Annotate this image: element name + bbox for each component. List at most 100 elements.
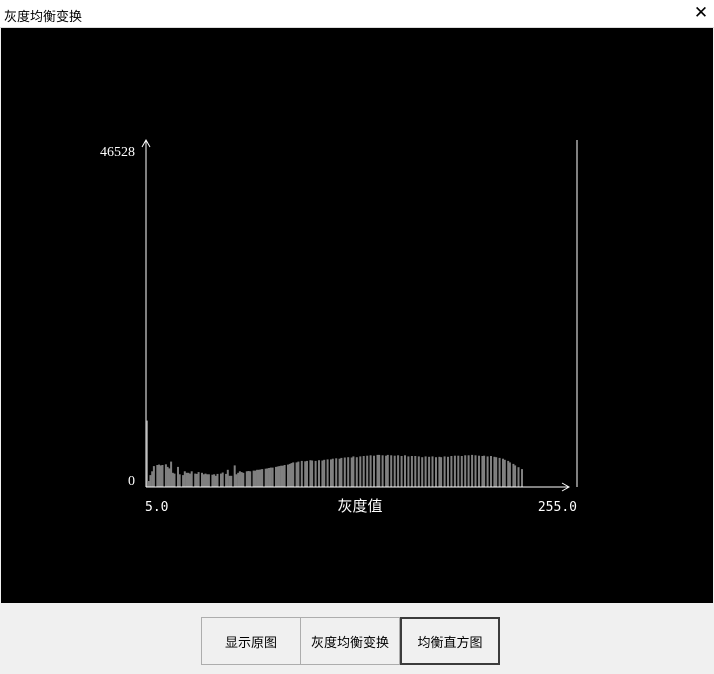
histogram-bar bbox=[190, 471, 193, 487]
histogram-bar bbox=[161, 465, 164, 487]
histogram-bar bbox=[173, 473, 176, 487]
histogram-bar bbox=[306, 460, 308, 487]
close-icon[interactable]: ✕ bbox=[693, 3, 709, 23]
histogram-bar bbox=[347, 457, 350, 487]
histogram-bar bbox=[414, 456, 417, 487]
histogram-bar bbox=[276, 466, 279, 487]
histogram-bar bbox=[512, 463, 515, 487]
histogram-bar bbox=[281, 465, 284, 487]
histogram-bar bbox=[507, 460, 510, 487]
histogram-bar bbox=[288, 463, 291, 487]
histogram-bar bbox=[259, 469, 262, 487]
equalize-button[interactable]: 灰度均衡变换 bbox=[300, 617, 400, 665]
histogram-bar bbox=[168, 468, 171, 487]
histogram-bar bbox=[220, 473, 222, 487]
histogram-bar bbox=[326, 459, 329, 487]
histogram-bar bbox=[453, 455, 456, 487]
histogram-bar bbox=[177, 466, 179, 487]
button-bar: 显示原图 灰度均衡变换 均衡直方图 bbox=[0, 603, 714, 674]
window-title: 灰度均衡变换 bbox=[4, 10, 83, 25]
histogram-bar bbox=[521, 469, 523, 487]
histogram-bar bbox=[269, 467, 272, 487]
histogram-bar bbox=[201, 472, 203, 487]
equalized-histogram-button[interactable]: 均衡直方图 bbox=[400, 617, 500, 665]
histogram-bar bbox=[238, 471, 241, 487]
histogram-bar bbox=[257, 469, 260, 487]
histogram-bar bbox=[481, 456, 484, 487]
histogram-bar bbox=[447, 456, 449, 487]
histogram-bar bbox=[474, 455, 477, 487]
histogram-bar bbox=[237, 472, 240, 487]
x-min-label: 5.0 bbox=[145, 500, 168, 515]
histogram-bar bbox=[249, 471, 252, 487]
histogram-bar bbox=[443, 456, 446, 487]
histogram-bar bbox=[471, 454, 474, 487]
histogram-bar bbox=[235, 474, 238, 487]
histogram-bar bbox=[340, 457, 343, 487]
histogram-bar bbox=[151, 471, 154, 487]
histogram-bar bbox=[214, 475, 217, 487]
histogram-bar bbox=[254, 470, 257, 487]
histogram-bar bbox=[369, 455, 372, 487]
histogram-bar bbox=[240, 472, 243, 487]
histogram-bar bbox=[295, 462, 298, 487]
histogram-bar bbox=[146, 420, 148, 487]
histogram-bar bbox=[207, 474, 210, 487]
histogram-bar bbox=[283, 465, 286, 487]
histogram-bar bbox=[189, 473, 191, 487]
histogram-bar bbox=[421, 457, 424, 487]
histogram-bar bbox=[202, 474, 205, 487]
show-original-button[interactable]: 显示原图 bbox=[201, 617, 301, 665]
histogram-bar bbox=[287, 464, 289, 487]
histogram-bar bbox=[280, 465, 283, 487]
histogram-bar bbox=[517, 467, 520, 487]
histogram-bar bbox=[576, 140, 578, 487]
histogram-bar bbox=[170, 461, 173, 487]
histogram-bar bbox=[457, 455, 460, 487]
histogram-bar bbox=[261, 469, 264, 487]
x-axis-arrow bbox=[561, 482, 571, 492]
histogram-bar bbox=[362, 456, 365, 487]
title-bar: 灰度均衡变换 ✕ bbox=[0, 0, 714, 28]
histogram-bar bbox=[178, 474, 181, 487]
histogram-bar bbox=[266, 468, 269, 487]
histogram-bar bbox=[330, 459, 332, 487]
histogram-bar bbox=[228, 475, 231, 487]
histogram-bar bbox=[343, 457, 346, 487]
histogram-bar bbox=[508, 462, 511, 487]
histogram-bar bbox=[156, 465, 159, 487]
histogram-bar bbox=[460, 456, 463, 487]
histogram-bar bbox=[194, 473, 197, 487]
histogram-bar bbox=[381, 455, 384, 487]
histogram-bar bbox=[158, 464, 160, 487]
histogram-bar bbox=[206, 474, 209, 487]
histogram-bar bbox=[376, 454, 379, 487]
histogram-bar bbox=[213, 474, 216, 487]
histogram-bar bbox=[271, 467, 274, 487]
histogram-bar bbox=[311, 460, 314, 487]
histogram-bar bbox=[159, 465, 162, 487]
histogram-bar bbox=[400, 456, 403, 487]
histogram-bar bbox=[359, 456, 362, 487]
histogram-bar bbox=[495, 457, 498, 487]
histogram-bar bbox=[318, 460, 320, 487]
x-axis-title: 灰度值 bbox=[337, 497, 382, 515]
histogram-bar bbox=[221, 472, 224, 487]
histogram-bar bbox=[264, 468, 267, 487]
histogram-bar bbox=[187, 472, 190, 487]
histogram-bar bbox=[483, 455, 486, 487]
histogram-bar bbox=[514, 465, 517, 487]
histogram-bar bbox=[275, 466, 277, 487]
histogram-bar bbox=[216, 473, 219, 487]
histogram-bar bbox=[486, 456, 489, 487]
histogram-bar bbox=[297, 461, 300, 487]
histogram-bar bbox=[498, 457, 501, 487]
histogram-bar bbox=[407, 456, 410, 487]
histogram-bar bbox=[256, 469, 259, 487]
histogram-bar bbox=[450, 456, 453, 487]
histogram-bar bbox=[335, 458, 338, 487]
histogram-bar bbox=[366, 455, 369, 487]
histogram-bar bbox=[185, 472, 188, 487]
histogram-bar bbox=[195, 473, 198, 487]
histogram-bar bbox=[304, 461, 307, 487]
